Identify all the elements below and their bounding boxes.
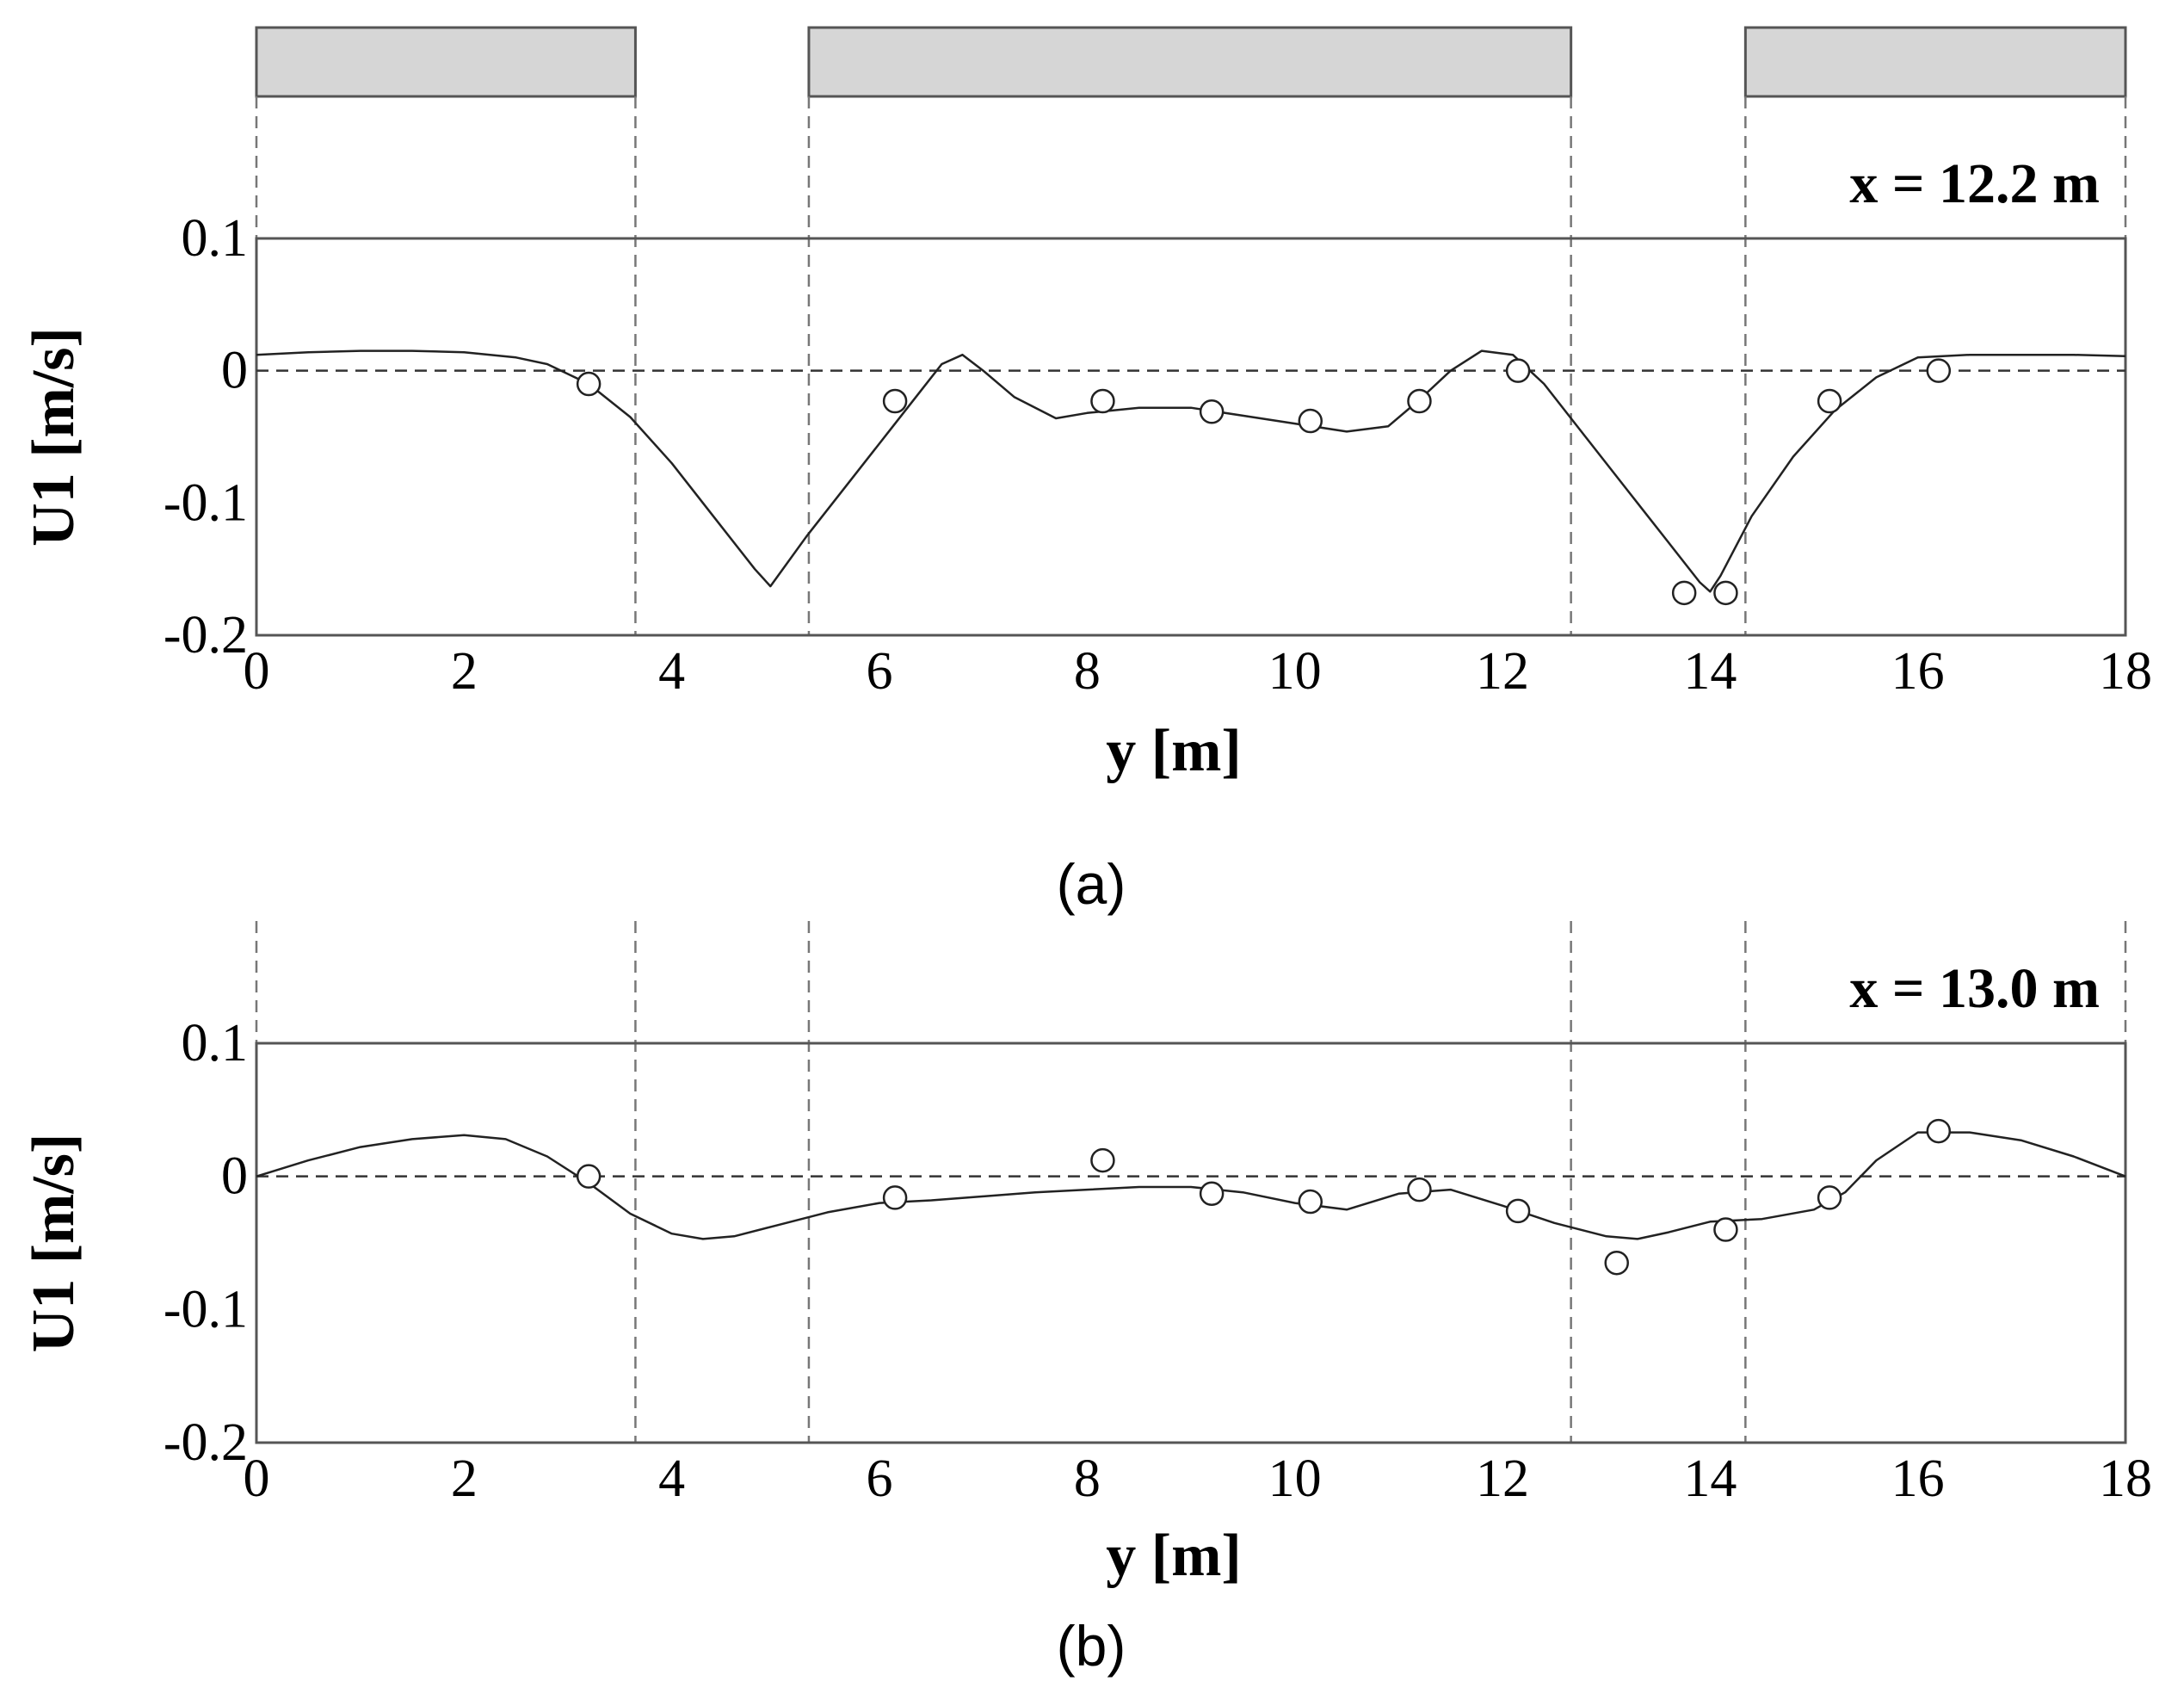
simulation-line [256,1131,2126,1240]
y-tick-label: 0.1 [182,1014,249,1073]
x-tick-labels: 0 2 4 6 8 10 12 14 16 18 [244,1450,2153,1508]
x-tick-label: 12 [1476,642,1529,701]
x-tick-label: 14 [1683,1450,1737,1508]
measurement-point [1713,580,1738,606]
x-tick-label: 10 [1268,1450,1322,1508]
measurement-markers [576,1118,1952,1276]
channel-block [1743,26,2127,98]
y-tick-label: 0 [221,1147,248,1206]
measurement-point [1671,580,1697,606]
y-tick-labels: 0.1 0 -0.1 -0.2 [163,1014,248,1472]
measurement-markers [576,358,1952,606]
x-tick-labels: 0 2 4 6 8 10 12 14 16 18 [244,642,2153,701]
measurement-point [576,1164,602,1189]
y-axis-label: U1 [m/s] [21,327,87,547]
y-tick-label: 0.1 [182,209,249,268]
measurement-point [1926,1118,1952,1144]
measurement-point [1407,388,1432,414]
measurement-point [1505,1198,1531,1224]
x-tick-label: 0 [244,642,270,701]
x-tick-label: 18 [2099,642,2152,701]
measurement-point [1090,388,1115,414]
x-axis-label: y [m] [1106,1523,1241,1589]
region-boundaries [255,96,2127,635]
x-tick-label: 6 [867,1450,893,1508]
x-tick-label: 0 [244,1450,270,1508]
measurement-point [1604,1250,1629,1276]
x-tick-label: 10 [1268,642,1322,701]
measurement-point [1407,1177,1432,1202]
x-tick-label: 18 [2099,1450,2152,1508]
x-tick-label: 4 [658,1450,685,1508]
simulation-curve [256,349,2126,593]
x-tick-label: 4 [658,642,685,701]
region-boundaries [255,921,2127,1443]
x-tick-label: 12 [1476,1450,1529,1508]
x-tick-label: 6 [867,642,893,701]
measurement-point [882,388,908,414]
measurement-point [1199,1181,1225,1207]
plot-frame [255,237,2127,637]
x-tick-label: 14 [1683,642,1737,701]
measurement-point [1505,358,1531,383]
measurement-point [1817,1185,1842,1210]
simulation-line [256,349,2126,593]
measurement-point [1090,1147,1115,1173]
measurement-point [1817,388,1842,414]
x-axis-label: y [m] [1106,718,1241,784]
panel-annotation: x = 13.0 m [1849,957,2100,1020]
y-axis-label: U1 [m/s] [21,1134,87,1353]
y-tick-label: -0.1 [163,1280,248,1338]
x-tick-label: 16 [1891,1450,1945,1508]
y-tick-label: -0.1 [163,473,248,532]
chart-panel-a: 0.10-0.1-0.2 0 2 4 6 8 10 12 14 16 18 x = 12.2 m … [21,26,2153,916]
measurement-point [1298,408,1323,434]
x-tick-label: 8 [1074,642,1101,701]
channel-blocks [255,26,2127,98]
x-tick-label: 8 [1074,1450,1101,1508]
x-tick-label: 2 [451,642,478,701]
panel-annotation: x = 12.2 m [1849,152,2100,215]
measurement-point [1713,1217,1738,1242]
panel-caption: (b) [1057,1614,1126,1678]
measurement-point [1298,1189,1323,1215]
measurement-point [576,371,602,397]
measurement-point [1199,399,1225,424]
channel-block [255,26,637,98]
y-tick-labels: 0.1 0 -0.1 -0.2 [163,209,248,665]
y-tick-label: -0.2 [163,1413,248,1472]
x-tick-label: 2 [451,1450,478,1508]
measurement-point [1926,358,1952,383]
simulation-curve [256,1131,2126,1240]
chart-panel-b: 0.10-0.1-0.2 0 2 4 6 8 10 12 14 16 18 x = 13.0 m … [21,921,2152,1678]
channel-block [807,26,1573,98]
y-tick-label: 0 [221,342,248,400]
plot-frame [255,1042,2127,1444]
measurement-point [882,1185,908,1210]
y-tick-label: -0.2 [163,606,248,665]
x-tick-label: 16 [1891,642,1945,701]
panel-caption: (a) [1057,852,1126,916]
